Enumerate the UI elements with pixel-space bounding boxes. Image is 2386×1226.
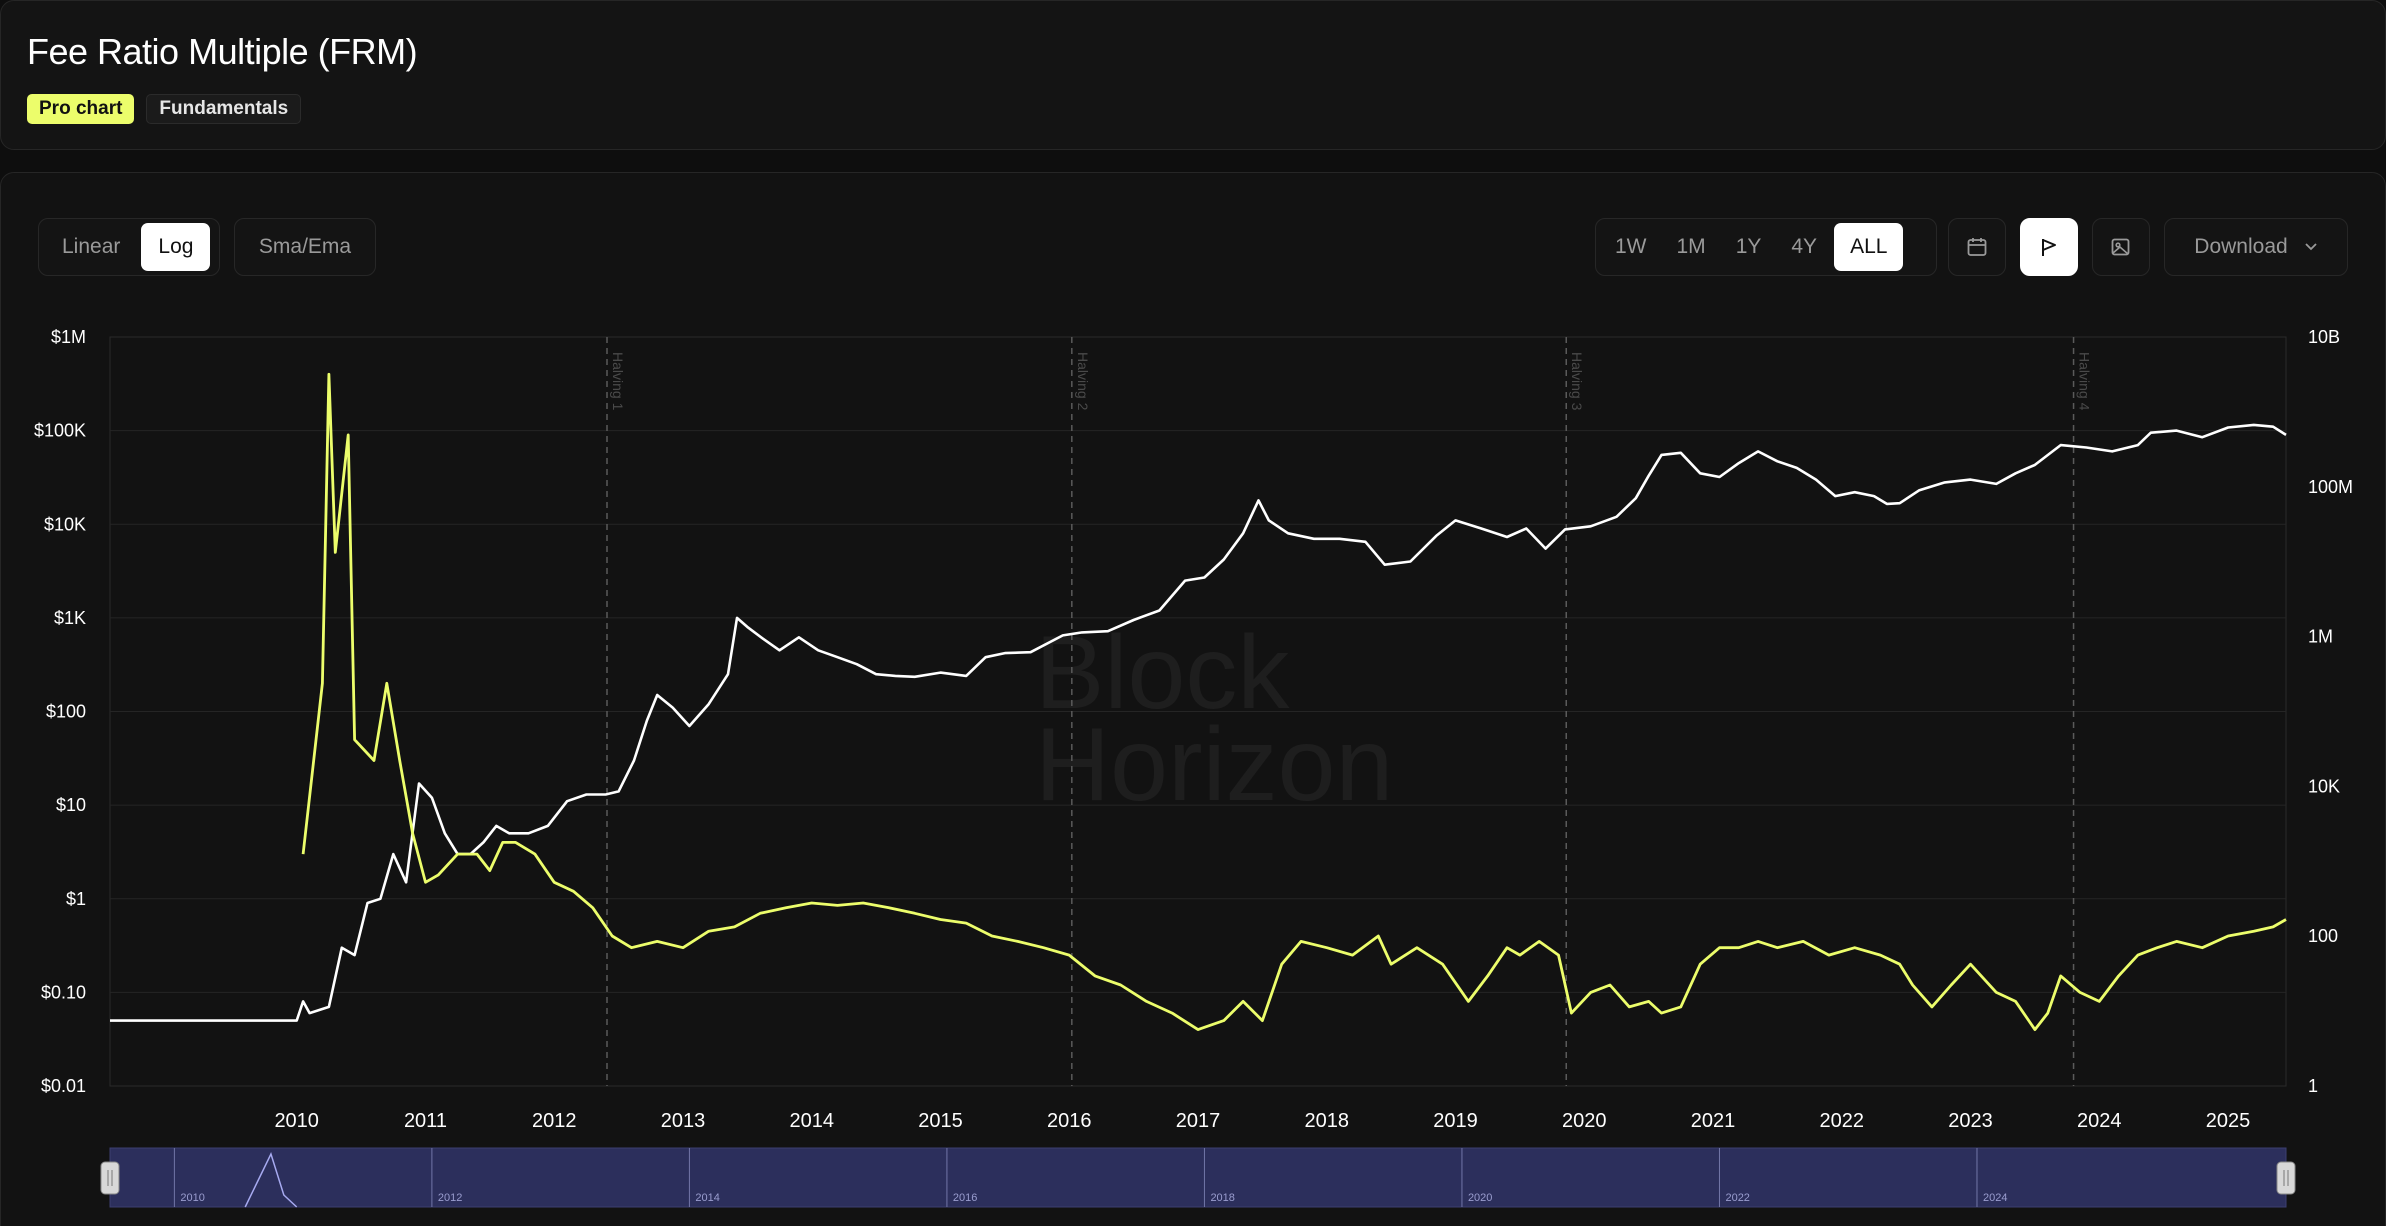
x-tick-label: 2025	[2206, 1110, 2251, 1132]
y-right-tick-label: 1	[2308, 1076, 2318, 1096]
halving-markers: Halving 1 Halving 2 Halving 3 Halving 4	[606, 337, 2093, 1086]
series	[110, 372, 2287, 1031]
calendar-button[interactable]	[1948, 218, 2006, 276]
frm-line	[301, 372, 2287, 1031]
export-image-button[interactable]	[2092, 218, 2150, 276]
y-left-tick-label: $100	[46, 702, 86, 722]
navigator-tick-label: 2010	[180, 1192, 204, 1204]
navigator[interactable]: 2010 2012 2014 2016 2018 2020 2022 2024	[100, 1147, 2296, 1208]
scale-log-button[interactable]: Log	[141, 223, 211, 271]
x-tick-label: 2021	[1691, 1110, 1736, 1132]
navigator-handle-left	[100, 1161, 120, 1195]
range-1y-button[interactable]: 1Y	[1735, 235, 1762, 258]
axes: $1M $100K $10K $1K $100 $10 $1 $0.10 $0.01 10B 100…	[34, 327, 2353, 1132]
y-right-tick-label: 10B	[2308, 327, 2340, 347]
sma-ema-button[interactable]: Sma/Ema	[258, 235, 352, 258]
navigator-tick-label: 2024	[1983, 1192, 2007, 1204]
tag-row: Pro chart Fundamentals	[27, 94, 302, 124]
scale-linear-button[interactable]: Linear	[62, 235, 121, 258]
navigator-tick-label: 2014	[695, 1192, 719, 1204]
navigator-track	[109, 1147, 2287, 1208]
y-right-tick-label: 10K	[2308, 776, 2340, 796]
x-tick-label: 2014	[789, 1110, 834, 1132]
halving-label: Halving 3	[1569, 352, 1585, 411]
flag-icon	[2042, 239, 2056, 256]
x-tick-label: 2023	[1948, 1110, 1993, 1132]
navigator-tick-label: 2016	[953, 1192, 977, 1204]
x-tick-label: 2012	[532, 1110, 577, 1132]
fundamentals-tag[interactable]: Fundamentals	[146, 94, 302, 124]
page-title: Fee Ratio Multiple (FRM)	[27, 31, 418, 72]
download-label: Download	[2194, 235, 2288, 258]
range-1w-button[interactable]: 1W	[1615, 235, 1647, 258]
x-tick-label: 2011	[404, 1110, 447, 1132]
range-all-button[interactable]: ALL	[1834, 223, 1904, 271]
y-left-tick-label: $1K	[54, 608, 86, 628]
pro-chart-badge[interactable]: Pro chart	[27, 94, 135, 124]
watermark-logo: Block Horizon	[1035, 615, 1393, 823]
x-tick-label: 2010	[274, 1110, 319, 1132]
calendar-icon	[1967, 238, 1987, 256]
watermark-line2: Horizon	[1035, 707, 1393, 823]
navigator-series	[244, 1151, 298, 1208]
x-tick-label: 2024	[2077, 1110, 2122, 1132]
chevron-down-icon	[2305, 243, 2317, 251]
download-button[interactable]: Download	[2164, 218, 2348, 276]
x-tick-label: 2018	[1305, 1110, 1350, 1132]
y-left-tick-label: $1	[66, 889, 86, 909]
x-tick-label: 2016	[1047, 1110, 1092, 1132]
navigator-handle-right	[2276, 1161, 2296, 1195]
y-left-tick-label: $1M	[51, 327, 86, 347]
y-left-tick-label: $10K	[44, 514, 86, 534]
header-card: Fee Ratio Multiple (FRM) Pro chart Funda…	[0, 0, 2386, 150]
x-tick-label: 2015	[918, 1110, 963, 1132]
navigator-tick-label: 2022	[1725, 1192, 1749, 1204]
range-1m-button[interactable]: 1M	[1676, 235, 1706, 258]
halving-label: Halving 2	[1075, 352, 1091, 411]
x-tick-label: 2020	[1562, 1110, 1607, 1132]
y-right-tick-label: 100M	[2308, 477, 2353, 497]
y-left-tick-label: $0.01	[41, 1076, 86, 1096]
y-right-tick-label: 100	[2308, 926, 2338, 946]
y-left-tick-label: $0.10	[41, 982, 86, 1002]
x-tick-label: 2013	[661, 1110, 706, 1132]
x-tick-label: 2022	[1820, 1110, 1865, 1132]
navigator-tick-label: 2012	[438, 1192, 462, 1204]
x-tick-label: 2019	[1433, 1110, 1478, 1132]
x-tick-label: 2017	[1176, 1110, 1221, 1132]
halving-flag-button[interactable]	[2020, 218, 2078, 276]
grid	[109, 336, 2287, 1087]
image-icon	[2111, 238, 2130, 256]
price-line	[110, 423, 2287, 1022]
halving-label: Halving 1	[610, 352, 626, 411]
range-selector: 1W 1M 1Y 4Y ALL	[1595, 218, 1937, 276]
navigator-tick-label: 2018	[1210, 1192, 1234, 1204]
range-4y-button[interactable]: 4Y	[1791, 235, 1818, 258]
halving-label: Halving 4	[2077, 352, 2093, 411]
scale-toggle: Linear Log	[38, 218, 220, 276]
chart-card	[0, 172, 2386, 1226]
y-left-tick-label: $10	[56, 795, 86, 815]
navigator-tick-label: 2020	[1468, 1192, 1492, 1204]
sma-ema-group: Sma/Ema	[234, 218, 376, 276]
y-left-tick-label: $100K	[34, 421, 86, 441]
y-right-tick-label: 1M	[2308, 627, 2333, 647]
